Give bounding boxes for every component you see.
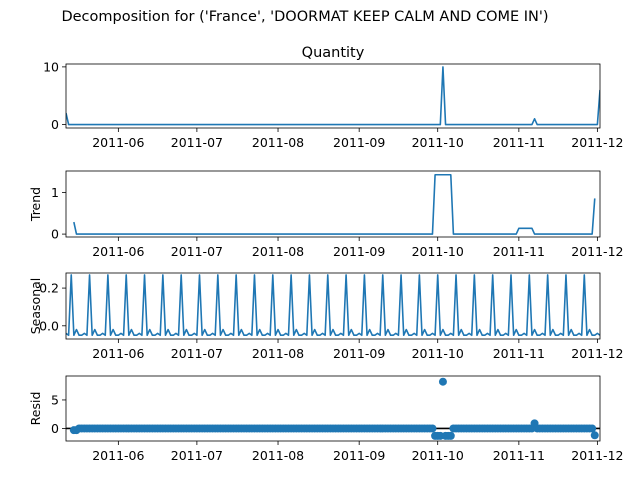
xtick-label: 2011-11 — [493, 346, 545, 361]
xtick-label: 2011-06 — [92, 135, 144, 150]
xtick-label: 2011-11 — [493, 448, 545, 463]
ytick-label: 10 — [43, 59, 59, 74]
ytick-label: 0.0 — [39, 318, 59, 333]
ytick-label: 1 — [51, 185, 59, 200]
xtick-label: 2011-10 — [412, 346, 464, 361]
resid-point — [590, 431, 599, 440]
ytick-label: 0.2 — [39, 281, 59, 296]
ylabel-trend: Trend — [28, 187, 43, 222]
xtick-label: 2011-11 — [493, 135, 545, 150]
panel-resid: Resid 0 5 2011-06 2011-07 2011-08 2011-09 2011-… — [28, 375, 623, 463]
resid-point — [446, 431, 455, 440]
panel-observed: Quantity 0 10 2011-06 2011-07 2011-08 2011-09 2… — [43, 45, 623, 150]
xtick-label: 2011-06 — [92, 244, 144, 259]
plot-area-resid — [66, 377, 600, 440]
xtick-label: 2011-07 — [171, 346, 223, 361]
resid-point — [588, 424, 597, 433]
ytick-label: 0 — [51, 421, 59, 436]
xtick-label: 2011-07 — [171, 135, 223, 150]
panel-trend: Trend 0 1 2011-06 2011-07 2011-08 2011-09 2011-… — [28, 170, 623, 259]
ytick-label: 5 — [51, 392, 59, 407]
xtick-label: 2011-07 — [171, 244, 223, 259]
plot-area-observed — [66, 66, 600, 126]
xtick-label: 2011-06 — [92, 346, 144, 361]
xtick-label: 2011-12 — [571, 448, 623, 463]
xtick-label: 2011-10 — [412, 448, 464, 463]
axes-frame-resid — [65, 375, 601, 442]
xtick-label: 2011-06 — [92, 448, 144, 463]
xtick-label: 2011-10 — [412, 244, 464, 259]
xtick-label: 2011-08 — [252, 448, 304, 463]
xtick-label: 2011-09 — [333, 244, 385, 259]
series-line-seasonal — [66, 274, 600, 337]
ylabel-resid: Resid — [28, 392, 43, 426]
resid-point — [438, 377, 447, 386]
panel-title-observed: Quantity — [302, 45, 365, 61]
xtick-label: 2011-11 — [493, 244, 545, 259]
xtick-label: 2011-08 — [252, 135, 304, 150]
xtick-label: 2011-08 — [252, 346, 304, 361]
resid-point — [428, 424, 437, 433]
series-line-observed — [66, 66, 600, 126]
axes-frame-seasonal — [65, 272, 601, 340]
xtick-label: 2011-10 — [412, 135, 464, 150]
axes-frame-observed — [65, 63, 601, 129]
ytick-label: 0 — [51, 117, 59, 132]
axes-frame-trend — [65, 170, 601, 238]
xtick-label: 2011-09 — [333, 346, 385, 361]
xtick-label: 2011-08 — [252, 244, 304, 259]
plot-area-trend — [73, 173, 596, 235]
plot-area-seasonal — [66, 274, 600, 337]
xtick-label: 2011-12 — [571, 346, 623, 361]
xtick-label: 2011-09 — [333, 135, 385, 150]
ylabel-seasonal: Seasonal — [28, 278, 43, 335]
series-line-trend — [73, 173, 596, 235]
xtick-label: 2011-09 — [333, 448, 385, 463]
xtick-label: 2011-12 — [571, 244, 623, 259]
ytick-label: 0 — [51, 227, 59, 242]
xtick-label: 2011-12 — [571, 135, 623, 150]
figure-title: Decomposition for ('France', 'DOORMAT KE… — [61, 9, 548, 25]
xtick-label: 2011-07 — [171, 448, 223, 463]
